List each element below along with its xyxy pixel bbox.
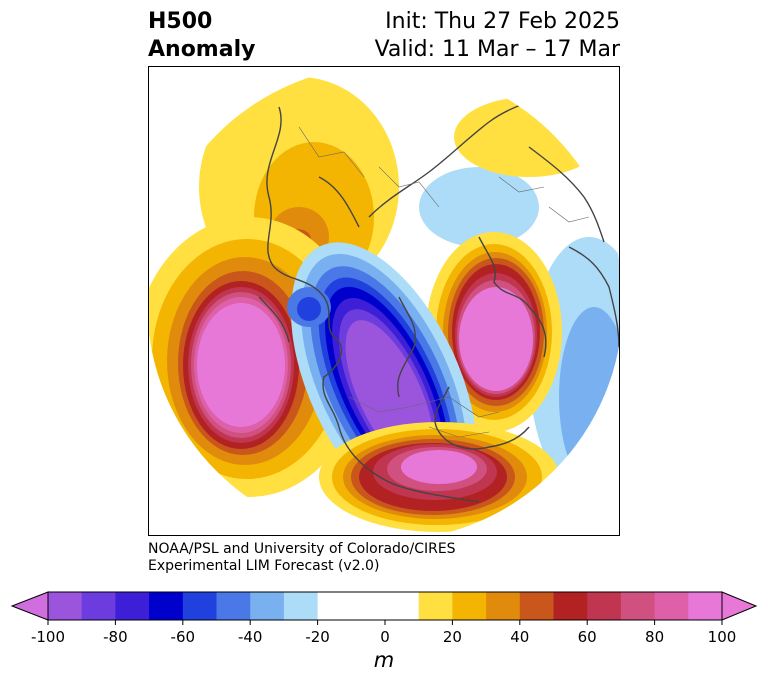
colorbar-bin bbox=[519, 592, 554, 620]
credit-line1: NOAA/PSL and University of Colorado/CIRE… bbox=[148, 541, 456, 557]
credit-line2: Experimental LIM Forecast (v2.0) bbox=[148, 558, 380, 574]
pos-anomaly-siberia bbox=[454, 97, 604, 177]
colorbar-extend-high bbox=[721, 591, 758, 621]
borders bbox=[298, 126, 590, 438]
map-panel bbox=[148, 66, 620, 536]
colorbar-ticks: -100 -80 -60 -40 -20 0 20 40 60 80 100 bbox=[31, 620, 736, 646]
colorbar-bin bbox=[654, 592, 689, 620]
colorbar-bin bbox=[283, 592, 319, 620]
valid-range: Valid: 11 Mar – 17 Mar bbox=[374, 37, 620, 62]
chart-title-right: Init: Thu 27 Feb 2025 Valid: 11 Mar – 17… bbox=[375, 8, 620, 64]
colorbar-unit-label: m bbox=[373, 648, 395, 672]
anomaly-fill-layer bbox=[149, 67, 619, 535]
colorbar-bin bbox=[115, 592, 150, 620]
colorbar-bin bbox=[250, 592, 285, 620]
colorbar-bin bbox=[216, 592, 251, 620]
field-name-line2: Anomaly bbox=[148, 37, 256, 62]
colorbar-tick-label: -80 bbox=[103, 628, 128, 646]
field-name-line1: H500 bbox=[148, 9, 213, 34]
colorbar: -100 -80 -60 -40 -20 0 20 40 60 80 100 bbox=[10, 591, 758, 646]
colorbar-tick-label: -20 bbox=[305, 628, 330, 646]
colorbar-bin bbox=[182, 592, 217, 620]
colorbar-tick-label: -100 bbox=[31, 628, 65, 646]
colorbar-extend-low bbox=[10, 591, 49, 621]
colorbar-tick-label: -60 bbox=[171, 628, 196, 646]
colorbar-bin bbox=[317, 592, 352, 620]
credit-text: NOAA/PSL and University of Colorado/CIRE… bbox=[148, 541, 456, 575]
colorbar-bin bbox=[452, 592, 487, 620]
colorbar-tick-label: 100 bbox=[708, 628, 737, 646]
colorbar-bin bbox=[48, 592, 83, 620]
colorbar-bin bbox=[486, 592, 521, 620]
colorbar-bin bbox=[81, 592, 116, 620]
anomaly-map bbox=[149, 67, 619, 535]
colorbar-tick-label: 20 bbox=[443, 628, 462, 646]
colorbar-bin bbox=[688, 592, 723, 620]
neg-anomaly-arctic bbox=[419, 167, 539, 247]
colorbar-tick-label: 80 bbox=[645, 628, 664, 646]
colorbar-tick-label: 40 bbox=[510, 628, 529, 646]
colorbar-tick-label: -40 bbox=[238, 628, 263, 646]
colorbar-tick-label: 0 bbox=[380, 628, 390, 646]
colorbar-bin bbox=[553, 592, 588, 620]
colorbar-tick-label: 60 bbox=[578, 628, 597, 646]
chart-title-left: H500 Anomaly bbox=[148, 8, 255, 64]
colorbar-bin bbox=[351, 592, 420, 620]
colorbar-bin bbox=[418, 592, 453, 620]
colorbar-swatches bbox=[10, 591, 758, 621]
colorbar-bin bbox=[149, 592, 184, 620]
colorbar-bin bbox=[620, 592, 656, 620]
init-date: Init: Thu 27 Feb 2025 bbox=[385, 9, 620, 34]
colorbar-bin bbox=[587, 592, 622, 620]
